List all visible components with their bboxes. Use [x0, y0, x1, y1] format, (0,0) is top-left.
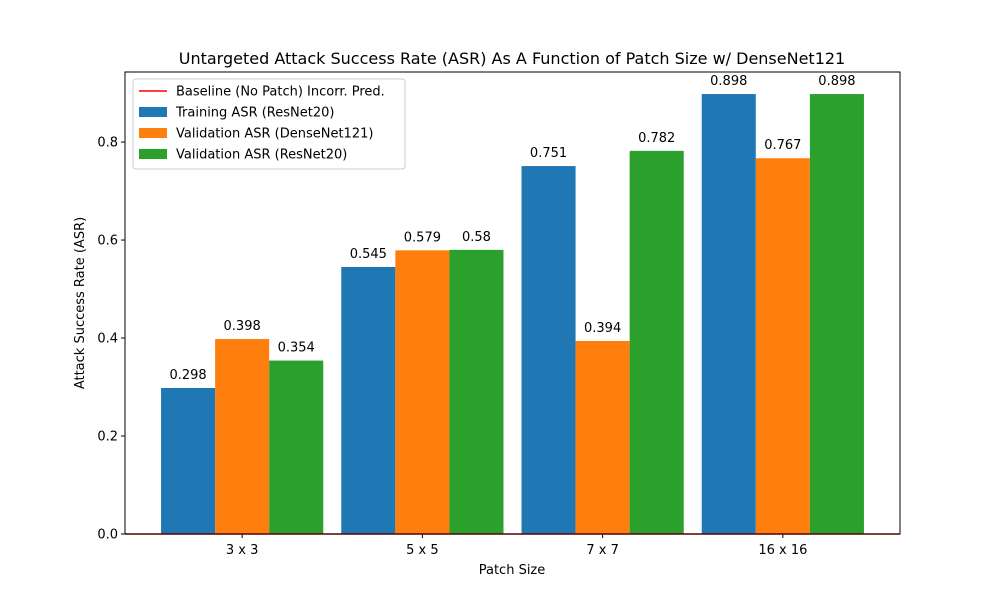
legend-box	[132, 78, 406, 170]
bar	[521, 166, 576, 535]
plot-area: 0.0 0.2 0.4 0.6 0.8 0.298 0.545 0.751 0.898 0.398…	[97, 74, 900, 558]
bar	[701, 94, 756, 534]
legend-label: Validation ASR (ResNet20)	[176, 148, 347, 163]
legend-swatch	[139, 149, 167, 159]
legend-label: Validation ASR (DenseNet121)	[176, 127, 373, 142]
legend-label: Training ASR (ResNet20)	[175, 106, 334, 121]
bar-value-label: 0.898	[818, 74, 855, 89]
bar	[395, 250, 450, 534]
y-tick-label: 0.6	[97, 234, 118, 249]
y-axis-label: Attack Success Rate (ASR)	[73, 217, 88, 389]
legend-swatch	[139, 128, 167, 138]
bar	[215, 339, 270, 534]
bar-value-label: 0.751	[530, 146, 567, 161]
y-tick-label: 0.8	[97, 136, 118, 151]
x-tick-label: 7 x 7	[586, 543, 619, 558]
bar	[809, 94, 864, 534]
bar	[341, 266, 396, 534]
y-tick-label: 0.2	[97, 430, 118, 445]
bar	[269, 360, 324, 534]
bar-value-label: 0.58	[462, 230, 491, 245]
y-tick-label: 0.4	[97, 332, 118, 347]
bar-value-label: 0.782	[638, 131, 675, 146]
legend: Baseline (No Patch) Incorr. Pred. Trainin…	[132, 78, 406, 170]
chart-title: Untargeted Attack Success Rate (ASR) As …	[179, 49, 845, 68]
legend-label: Baseline (No Patch) Incorr. Pred.	[176, 85, 385, 100]
axes-frame	[124, 71, 901, 535]
bar	[161, 388, 216, 534]
bar-value-label: 0.354	[278, 341, 315, 356]
bar-value-label: 0.579	[404, 230, 441, 245]
bar-value-label: 0.298	[169, 368, 206, 383]
x-axis-label: Patch Size	[479, 563, 546, 578]
legend-swatch	[139, 107, 167, 117]
bar	[449, 249, 504, 534]
bar-value-label: 0.898	[710, 74, 747, 89]
bar-value-label: 0.767	[764, 138, 801, 153]
bar	[629, 150, 684, 534]
bar-value-label: 0.394	[584, 321, 621, 336]
bar-value-label: 0.398	[224, 319, 261, 334]
y-tick-label: 0.0	[97, 528, 118, 543]
bar-value-label: 0.545	[350, 247, 387, 262]
x-tick-label: 5 x 5	[406, 543, 439, 558]
x-tick-label: 3 x 3	[226, 543, 259, 558]
bar	[575, 340, 630, 534]
bar	[755, 158, 810, 534]
x-tick-label: 16 x 16	[758, 543, 807, 558]
